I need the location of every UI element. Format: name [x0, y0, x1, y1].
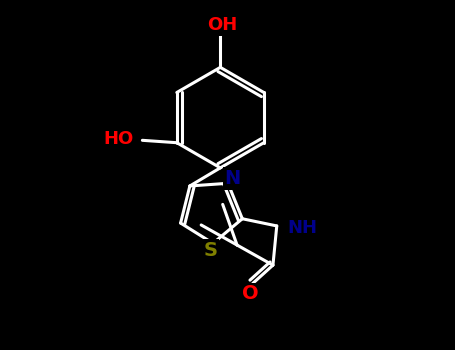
Text: S: S — [204, 241, 217, 260]
Text: NH: NH — [287, 219, 317, 237]
Text: O: O — [242, 284, 259, 303]
Text: HO: HO — [104, 130, 134, 148]
Text: OH: OH — [207, 16, 238, 34]
Text: N: N — [225, 169, 241, 188]
